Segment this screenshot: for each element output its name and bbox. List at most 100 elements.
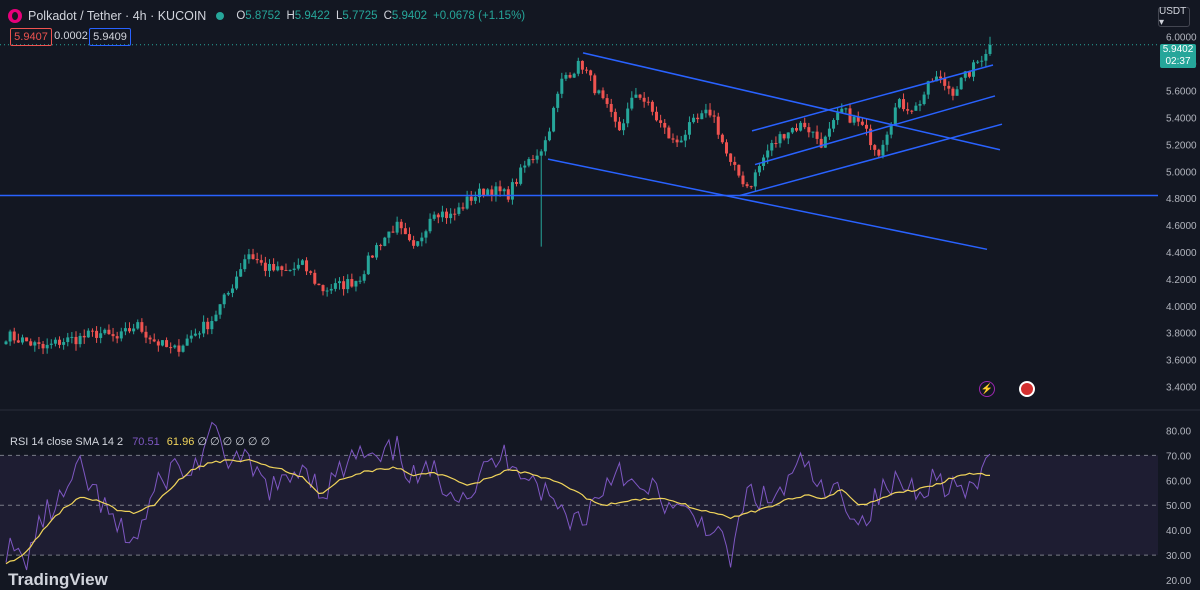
candle-body	[198, 333, 202, 335]
candle-body	[350, 279, 354, 287]
candle-body	[251, 254, 255, 259]
candle-body	[708, 109, 712, 116]
candle-body	[305, 260, 309, 272]
candle-body	[296, 264, 300, 269]
candle-body	[572, 73, 576, 78]
rsi-tick-label: 30.00	[1166, 551, 1191, 562]
candle-body	[144, 331, 148, 338]
candle-body	[103, 329, 107, 334]
ohlc-key: L	[335, 10, 343, 22]
candle-body	[832, 120, 836, 129]
trendline	[751, 64, 994, 132]
candle-body	[502, 189, 506, 192]
candle-body	[387, 231, 391, 238]
candle-body	[976, 61, 980, 63]
candle-body	[720, 134, 724, 143]
candle-body	[630, 97, 634, 109]
candle-body	[132, 328, 136, 332]
candle-body	[272, 264, 276, 271]
candle-body	[379, 245, 383, 247]
candle-body	[490, 189, 494, 196]
candle-body	[239, 269, 243, 277]
candle-body	[391, 231, 395, 233]
candle-body	[906, 109, 910, 111]
candle-body	[704, 109, 708, 114]
last-price: 5.9402	[1162, 44, 1194, 55]
candle-body	[62, 342, 66, 345]
candle-body	[259, 260, 263, 263]
candle-body	[428, 218, 432, 232]
candle-body	[181, 345, 185, 352]
candle-body	[321, 285, 325, 292]
candle-body	[852, 116, 856, 123]
candle-body	[432, 214, 436, 219]
candle-body	[284, 269, 288, 271]
candle-body	[358, 280, 362, 282]
candle-body	[510, 182, 514, 200]
bolt-icon[interactable]: ⚡	[979, 381, 995, 397]
candle-body	[770, 142, 774, 151]
buy-price[interactable]: 5.9409	[89, 28, 131, 46]
candle-body	[185, 338, 189, 346]
currency-selector[interactable]: USDT ▾	[1158, 6, 1190, 28]
candle-body	[407, 234, 411, 241]
candle-body	[827, 128, 831, 137]
sell-price[interactable]: 5.9407	[10, 28, 52, 46]
candle-body	[436, 214, 440, 218]
candle-body	[424, 231, 428, 238]
candle-body	[655, 111, 659, 121]
candle-body	[967, 71, 971, 77]
candle-body	[749, 186, 753, 188]
candle-body	[214, 314, 218, 321]
ohlc-values: O5.8752 H5.9422 L5.7725 C5.9402 +0.0678 (+1.…	[236, 10, 531, 22]
candle-body	[337, 281, 341, 284]
candle-body	[613, 111, 617, 122]
candle-body	[864, 124, 868, 129]
candle-body	[136, 322, 140, 329]
candle-body	[902, 99, 906, 110]
ohlc-value: +0.0678 (+1.15%)	[433, 10, 526, 22]
candle-body	[675, 139, 679, 143]
candle-body	[169, 347, 173, 349]
candle-body	[589, 70, 593, 76]
market-open-icon	[216, 12, 225, 20]
candle-body	[370, 255, 374, 258]
candle-body	[235, 276, 239, 289]
candle-body	[799, 122, 803, 131]
candle-body	[300, 260, 304, 265]
candle-body	[37, 342, 41, 344]
ohlc-value: 5.7725	[342, 10, 378, 22]
rsi-tick-label: 50.00	[1166, 501, 1191, 512]
candle-body	[794, 128, 798, 131]
candle-body	[20, 337, 24, 343]
us-flag-icon[interactable]	[1019, 381, 1035, 397]
candle-body	[844, 108, 848, 110]
candle-body	[206, 321, 210, 330]
rsi-label[interactable]: RSI 14 close SMA 14 2	[10, 436, 124, 448]
price-tick-label: 4.4000	[1166, 248, 1197, 259]
candle-body	[803, 122, 807, 128]
tradingview-watermark: TradingView	[8, 570, 108, 589]
candle-body	[115, 336, 119, 339]
candle-body	[160, 340, 164, 346]
candle-body	[325, 290, 329, 292]
candle-body	[840, 108, 844, 113]
candle-body	[918, 104, 922, 106]
candle-body	[193, 333, 197, 336]
price-tick-label: 6.0000	[1166, 33, 1197, 44]
candle-body	[568, 74, 572, 78]
candle-body	[165, 340, 169, 348]
symbol-title[interactable]: Polkadot / Tether · 4h · KUCOIN	[28, 9, 207, 23]
rsi-tick-label: 40.00	[1166, 526, 1191, 537]
candle-body	[659, 120, 663, 123]
candle-body	[897, 99, 901, 108]
candle-body	[140, 322, 144, 332]
candle-body	[617, 121, 621, 131]
candle-body	[815, 131, 819, 139]
candle-body	[255, 258, 259, 261]
candle-body	[782, 134, 786, 139]
candle-body	[947, 85, 951, 89]
candle-body	[403, 228, 407, 235]
price-tick-label: 5.6000	[1166, 87, 1197, 98]
